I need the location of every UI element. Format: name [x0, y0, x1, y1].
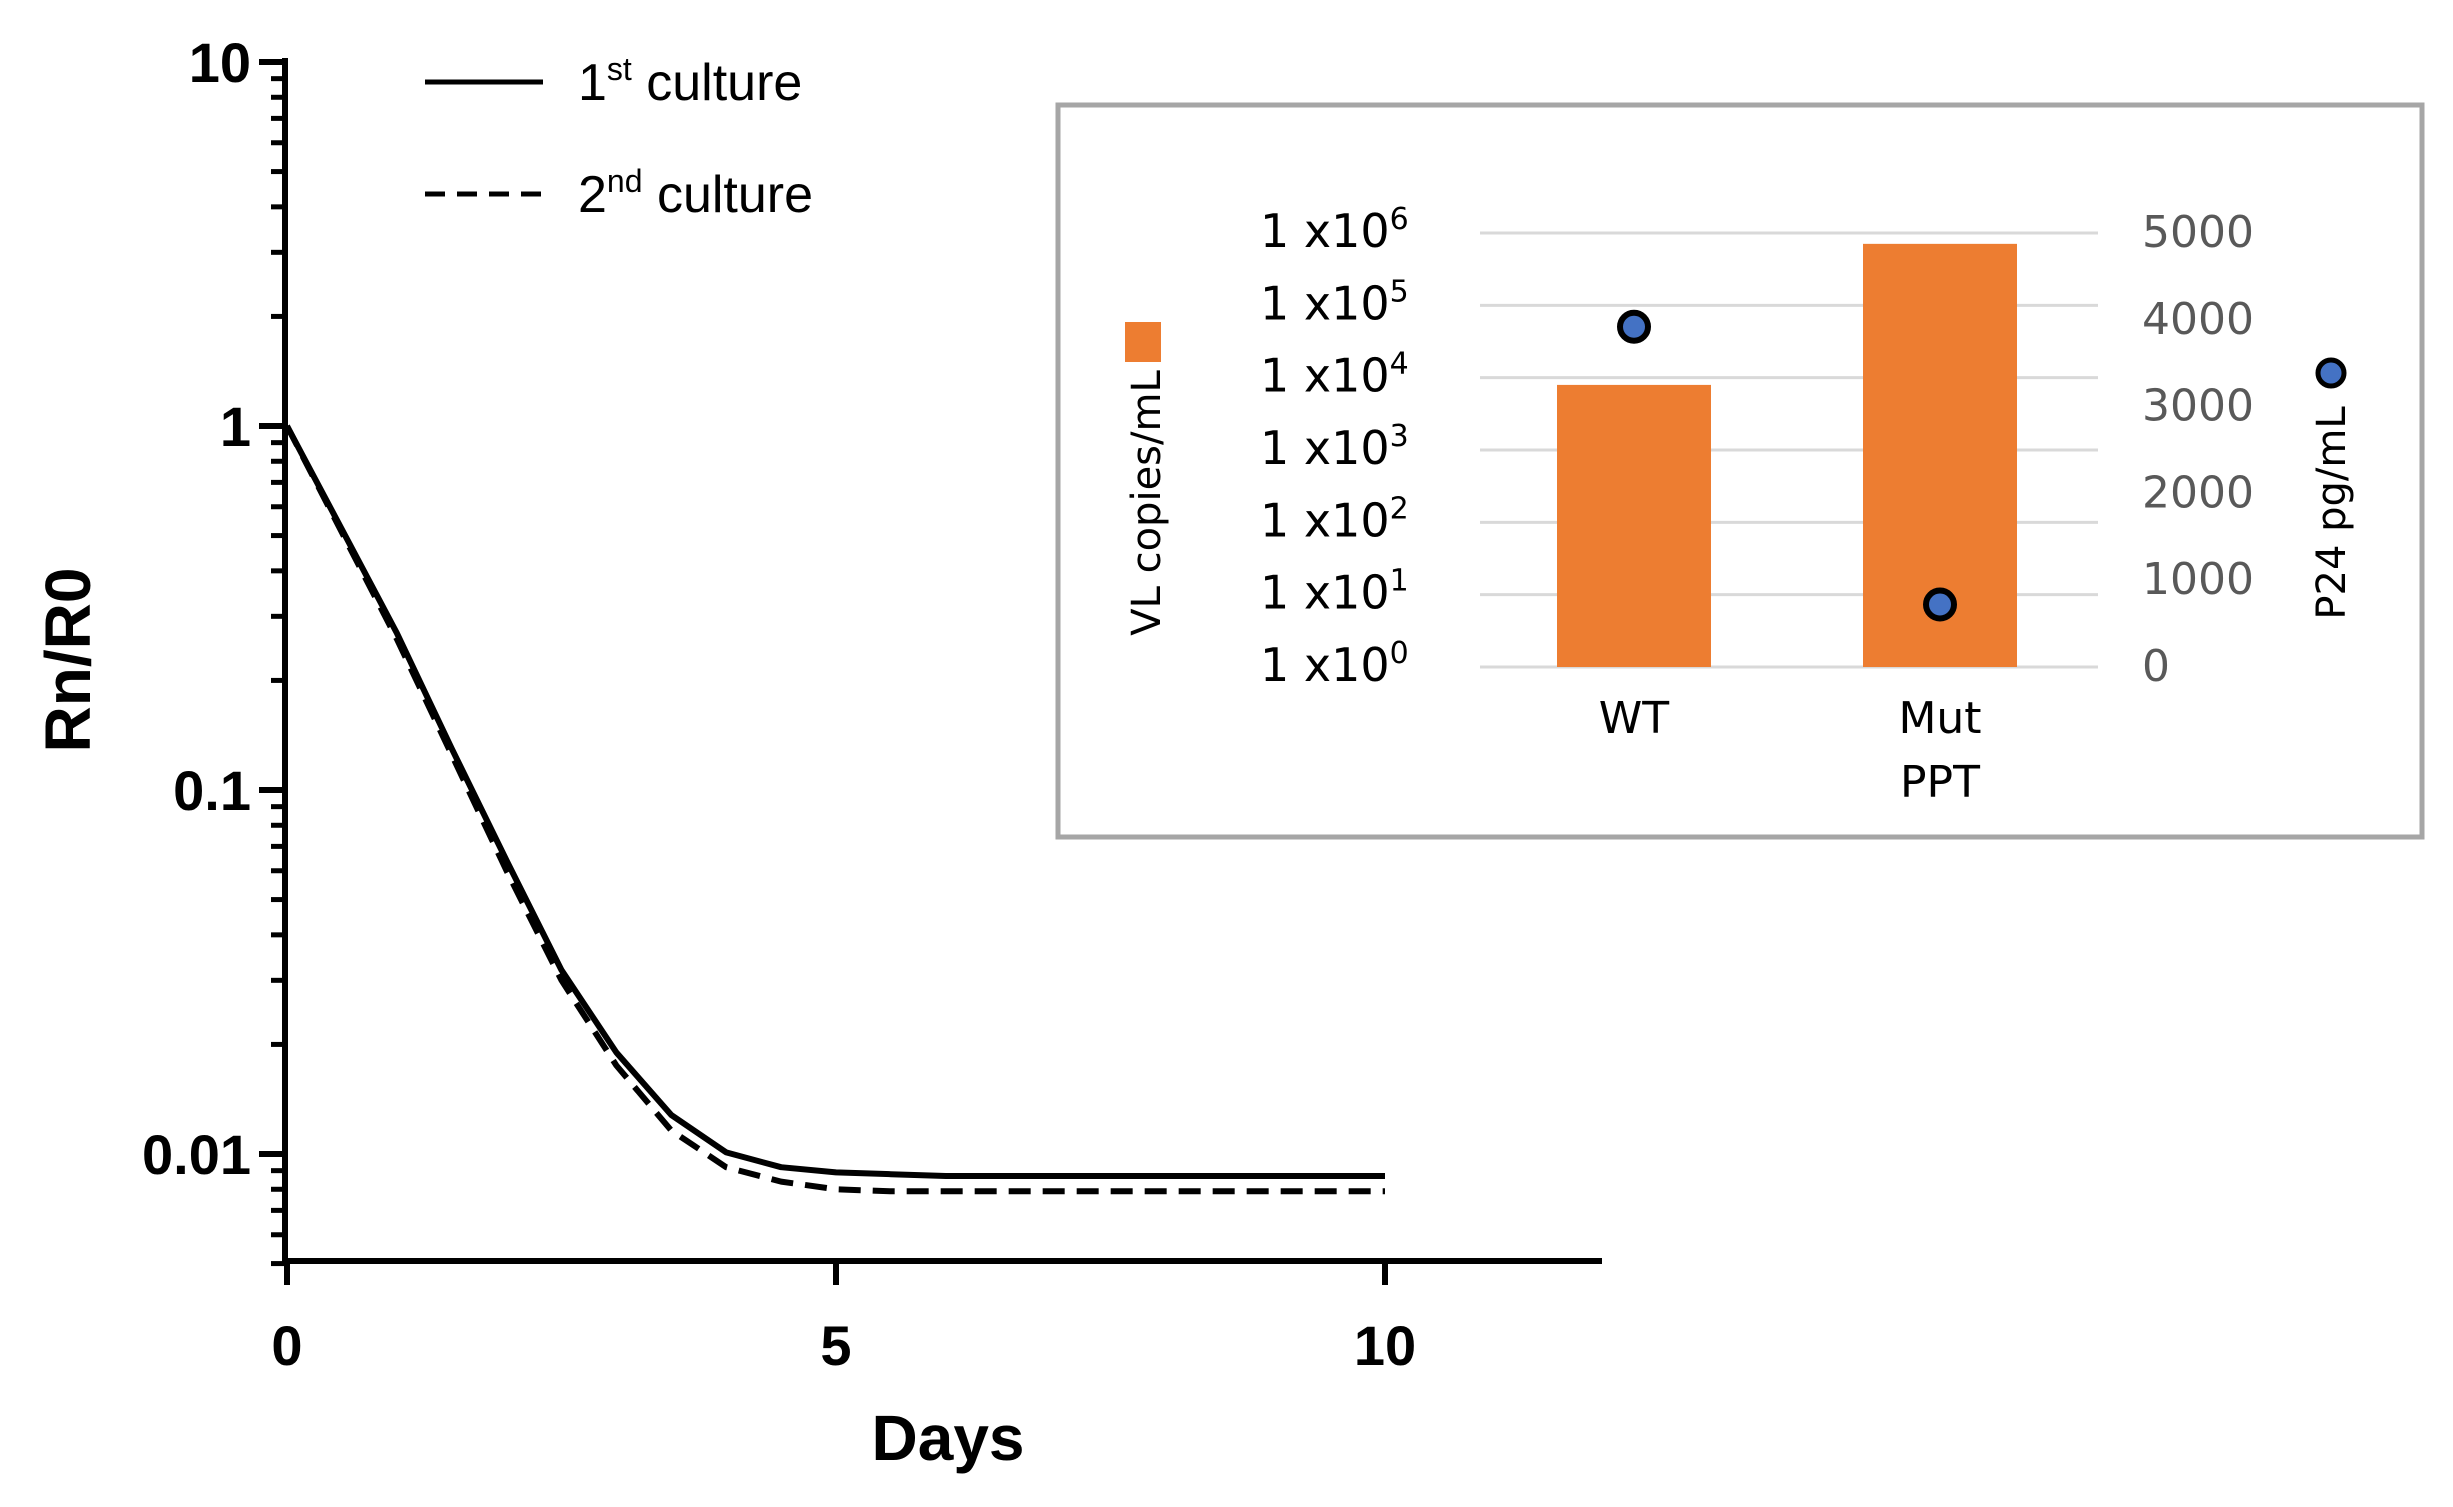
legend-label-1st-culture: 1st culture [578, 51, 802, 112]
right-axis-title: P24 pg/mL [2309, 406, 2355, 620]
legend: 1st culture 2nd culture [425, 51, 813, 224]
right-tick-label: 3000 [2142, 381, 2254, 432]
inset-category-labels: WT Mut PPT [1599, 693, 1982, 808]
y-axis-major-ticks: 10 1 0.1 0.01 [142, 31, 285, 1186]
right-tick-label: 0 [2142, 641, 2170, 692]
left-tick-label: 1 x104 [1260, 347, 1409, 403]
left-tick-label: 1 x103 [1260, 419, 1409, 475]
left-tick-label: 1 x101 [1260, 564, 1409, 620]
category-label: PPT [1900, 757, 1980, 808]
left-tick-label: 1 x106 [1260, 202, 1409, 258]
category-label: WT [1599, 693, 1670, 744]
p24-point-wt [1617, 309, 1651, 344]
inset-right-axis-ticks: 5000 4000 3000 2000 1000 0 [2142, 207, 2254, 692]
left-tick-label: 1 x100 [1260, 636, 1409, 692]
left-axis-title: VL copies/mL [1124, 370, 1170, 636]
x-tick-label: 5 [820, 1314, 851, 1377]
inset-frame [1055, 102, 2425, 840]
y-tick-label: 1 [220, 395, 251, 458]
left-tick-label: 1 x105 [1260, 274, 1409, 330]
right-tick-label: 1000 [2142, 554, 2254, 605]
category-label: Mut [1898, 693, 1981, 744]
y-axis-title: Rn/R0 [32, 568, 104, 753]
y-tick-label: 0.01 [142, 1123, 251, 1186]
x-tick-label: 0 [271, 1314, 302, 1377]
x-axis-ticks: 0 5 10 [271, 1261, 1416, 1377]
p24-point-mut-ppt [1923, 587, 1957, 622]
right-tick-label: 4000 [2142, 294, 2254, 345]
inset-bar-chart: 1 x106 1 x105 1 x104 1 x103 1 x102 1 x101 1 x1… [1055, 102, 2425, 840]
y-tick-label: 0.1 [173, 759, 251, 822]
y-tick-label: 10 [189, 31, 251, 94]
inset-points [1617, 309, 1957, 622]
legend-label-2nd-culture: 2nd culture [578, 163, 813, 224]
main-line-chart: 10 1 0.1 0.01 0 5 10 Days Rn/R0 1st culture 2… [32, 31, 1602, 1474]
line-series [284, 424, 1385, 1195]
inset-left-axis-ticks: 1 x106 1 x105 1 x104 1 x103 1 x102 1 x101 1 x1… [1260, 202, 1409, 692]
right-tick-label: 5000 [2142, 207, 2254, 258]
series-line-2nd-culture [284, 424, 1385, 1195]
left-tick-label: 1 x102 [1260, 491, 1409, 547]
x-axis-title: Days [872, 1402, 1025, 1474]
right-tick-label: 2000 [2142, 467, 2254, 518]
x-tick-label: 10 [1354, 1314, 1416, 1377]
p24-legend-marker [2315, 357, 2347, 389]
vl-bar-wt [1557, 384, 1711, 667]
vl-legend-swatch [1125, 322, 1161, 362]
